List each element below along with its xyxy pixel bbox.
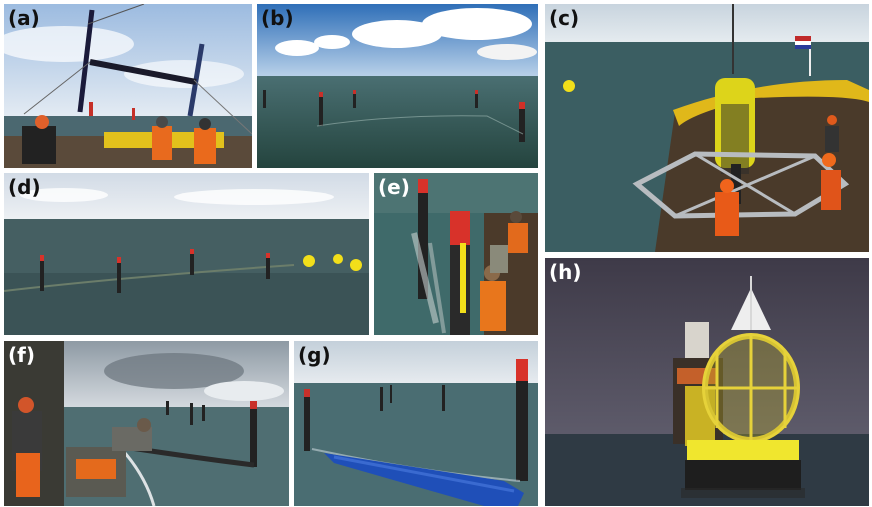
photo-pole-array-with-buoys	[4, 173, 369, 335]
panel-f: (f)	[4, 341, 289, 506]
panel-g: (g)	[294, 341, 538, 506]
photo-net-frame-lifting	[4, 4, 252, 168]
panel-label: (a)	[8, 6, 40, 30]
photo-monitoring-buoy-at-dusk	[545, 258, 869, 506]
panel-label: (f)	[8, 343, 35, 367]
photo-buoy-deployment	[545, 4, 869, 252]
panel-d: (d)	[4, 173, 369, 335]
panel-c: (c)	[545, 4, 869, 252]
panel-h: (h)	[545, 258, 869, 506]
panel-a: (a)	[4, 4, 252, 168]
panel-label: (b)	[261, 6, 294, 30]
panel-label: (e)	[378, 175, 410, 199]
panel-e: (e)	[374, 173, 538, 335]
panel-b: (b)	[257, 4, 538, 168]
photo-poles-in-sea	[257, 4, 538, 168]
panel-label: (h)	[549, 260, 582, 284]
photo-net-inspection	[374, 173, 538, 335]
photo-blue-net-between-poles	[294, 341, 538, 506]
panel-label: (g)	[298, 343, 331, 367]
photo-crew-handling-net	[4, 341, 289, 506]
panel-label: (d)	[8, 175, 41, 199]
panel-label: (c)	[549, 6, 580, 30]
